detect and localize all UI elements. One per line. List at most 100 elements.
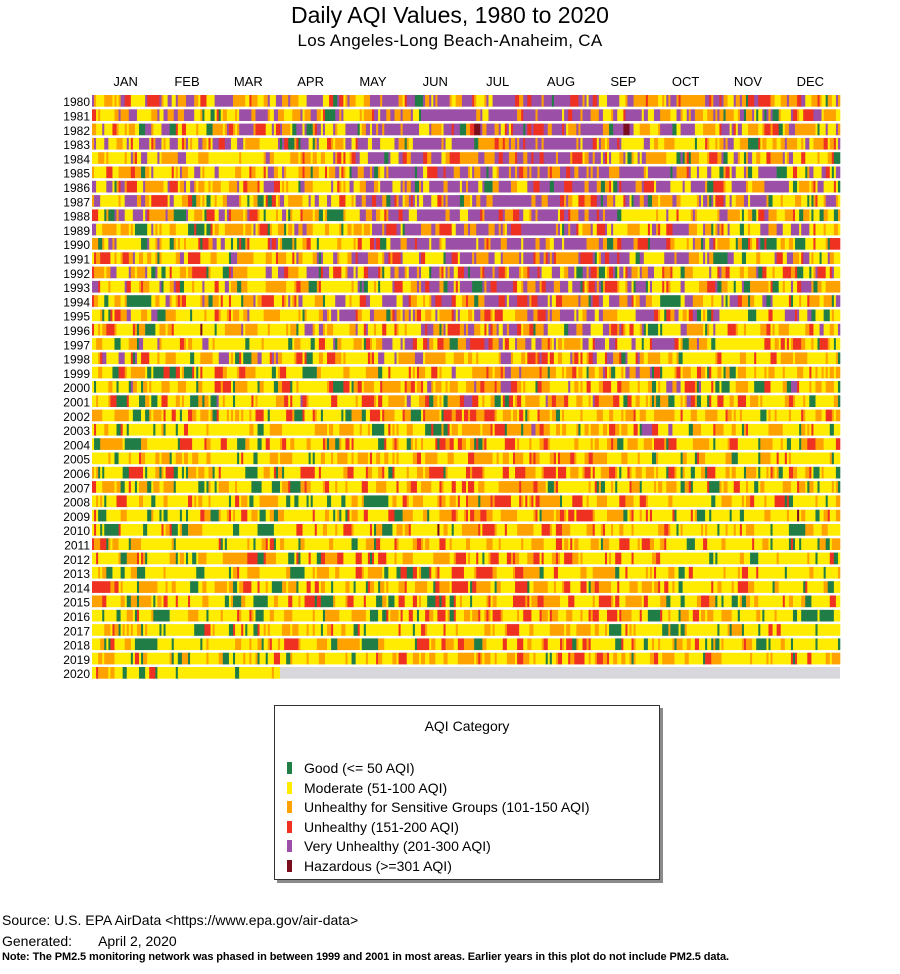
day-cell bbox=[367, 423, 371, 436]
day-cell bbox=[557, 609, 567, 622]
day-cell bbox=[267, 409, 271, 422]
day-cell bbox=[190, 595, 203, 608]
day-cell bbox=[631, 481, 641, 493]
day-cell bbox=[345, 137, 352, 150]
day-cell bbox=[778, 466, 784, 479]
day-cell bbox=[204, 109, 211, 121]
day-cell bbox=[406, 323, 422, 336]
day-cell bbox=[643, 109, 649, 121]
day-cell bbox=[384, 452, 389, 465]
day-cell bbox=[741, 595, 747, 608]
day-cell bbox=[179, 238, 185, 250]
day-cell bbox=[255, 166, 264, 179]
day-cell bbox=[482, 109, 489, 121]
day-cell bbox=[245, 209, 248, 222]
day-cell bbox=[611, 366, 616, 379]
day-cell bbox=[390, 366, 410, 379]
day-cell bbox=[527, 295, 530, 307]
day-cell bbox=[271, 195, 277, 207]
day-cell bbox=[455, 595, 461, 608]
day-cell bbox=[155, 266, 158, 279]
day-cell bbox=[149, 280, 160, 293]
day-cell bbox=[713, 581, 718, 593]
day-cell bbox=[188, 338, 193, 350]
day-cell bbox=[576, 423, 579, 436]
day-cell bbox=[437, 366, 440, 379]
day-cell bbox=[615, 595, 620, 608]
day-cell bbox=[451, 123, 455, 136]
day-cell bbox=[468, 452, 475, 465]
day-cell bbox=[153, 409, 162, 422]
day-cell bbox=[239, 524, 258, 536]
day-cell bbox=[729, 166, 732, 179]
day-cell bbox=[731, 581, 735, 593]
day-cell bbox=[290, 395, 293, 407]
day-cell bbox=[745, 166, 749, 179]
day-cell bbox=[198, 495, 203, 508]
day-cell bbox=[224, 280, 230, 293]
day-cell bbox=[541, 137, 544, 150]
day-cell bbox=[525, 495, 528, 508]
day-cell bbox=[696, 223, 704, 236]
month-label: AUG bbox=[547, 74, 575, 89]
day-cell bbox=[237, 252, 254, 264]
day-cell bbox=[128, 423, 154, 436]
day-cell bbox=[139, 395, 146, 407]
day-cell bbox=[302, 152, 305, 164]
day-cell bbox=[694, 381, 698, 393]
day-cell bbox=[504, 223, 508, 236]
day-cell bbox=[312, 180, 332, 193]
day-cell bbox=[161, 509, 164, 522]
day-cell bbox=[459, 280, 473, 293]
day-cell bbox=[745, 481, 749, 493]
day-cell bbox=[200, 509, 205, 522]
day-cell bbox=[169, 238, 175, 250]
day-cell bbox=[96, 180, 107, 193]
day-cell bbox=[694, 238, 702, 250]
day-cell bbox=[124, 180, 128, 193]
day-cell bbox=[490, 495, 493, 508]
day-cell bbox=[355, 137, 358, 150]
day-cell bbox=[607, 452, 622, 465]
day-cell bbox=[555, 395, 565, 407]
day-cell bbox=[613, 180, 618, 193]
day-cell bbox=[318, 466, 322, 479]
day-cell bbox=[506, 238, 522, 250]
day-cell bbox=[515, 566, 524, 579]
day-cell bbox=[277, 223, 285, 236]
day-cell bbox=[480, 524, 483, 536]
day-cell bbox=[153, 595, 156, 608]
day-cell bbox=[719, 137, 724, 150]
day-cell bbox=[717, 152, 722, 164]
day-cell bbox=[562, 352, 571, 365]
day-cell bbox=[453, 280, 457, 293]
day-cell bbox=[590, 466, 594, 479]
day-cell bbox=[249, 95, 252, 107]
day-cell bbox=[813, 423, 831, 436]
day-cell bbox=[277, 352, 283, 365]
day-cell bbox=[441, 366, 452, 379]
day-cell bbox=[143, 524, 148, 536]
day-cell bbox=[151, 609, 154, 622]
day-cell bbox=[312, 137, 316, 150]
day-cell bbox=[237, 366, 240, 379]
day-cell bbox=[715, 123, 720, 136]
day-cell bbox=[392, 524, 397, 536]
day-cell bbox=[314, 609, 324, 622]
day-cell bbox=[269, 238, 273, 250]
day-cell bbox=[504, 438, 516, 450]
day-cell bbox=[153, 166, 172, 179]
day-cell bbox=[584, 195, 591, 207]
day-cell bbox=[594, 366, 600, 379]
day-cell bbox=[723, 223, 728, 236]
day-cell bbox=[654, 309, 659, 322]
day-cell bbox=[774, 409, 777, 422]
day-cell bbox=[335, 295, 346, 307]
day-cell bbox=[717, 409, 726, 422]
day-cell bbox=[259, 137, 279, 150]
day-cell bbox=[284, 509, 314, 522]
day-cell bbox=[613, 395, 620, 407]
day-cell bbox=[703, 295, 712, 307]
day-cell bbox=[476, 352, 479, 365]
day-cell bbox=[604, 552, 608, 565]
